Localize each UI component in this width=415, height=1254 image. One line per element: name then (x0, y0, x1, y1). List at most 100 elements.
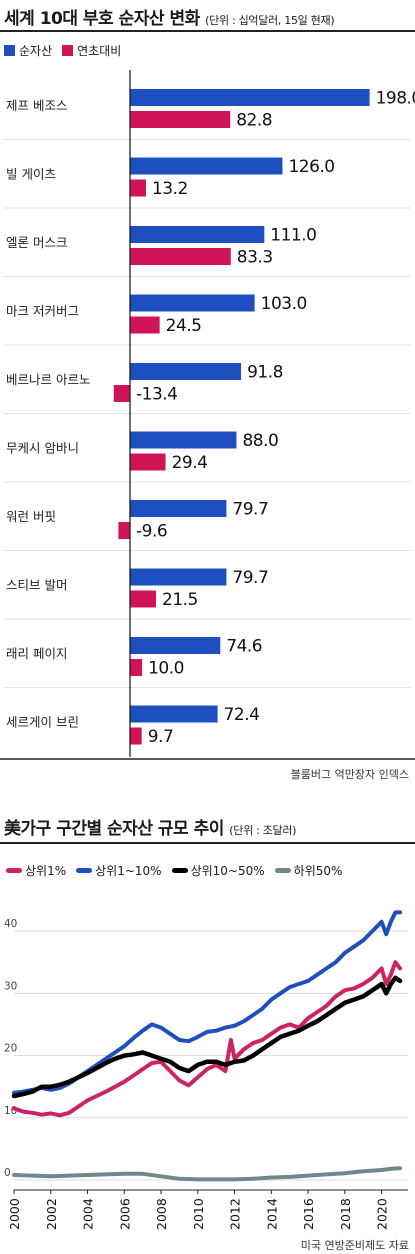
chart1-title: 세계 10대 부호 순자산 변화 (단위 : 십억달러, 15일 현재) (4, 4, 335, 29)
ytd-change-value-label: 10.0 (148, 659, 184, 679)
legend-label-top1-10: 상위1~10% (95, 864, 162, 878)
ytd-change-value-label: 21.5 (162, 590, 198, 610)
net-worth-value-label: 79.7 (232, 500, 268, 520)
chart2-title-text: 美가구 구간별 순자산 규모 추이 (4, 819, 224, 839)
chart1-source: 블룸버그 억만장자 인덱스 (290, 768, 409, 781)
category-label: 제프 베조스 (6, 98, 67, 113)
chart1-legend: 순자산 연초대비 (4, 42, 131, 59)
ytd-change-bar (130, 179, 146, 197)
legend-label-top1: 상위1% (25, 864, 67, 878)
category-label: 래리 페이지 (6, 646, 67, 661)
legend-item-ytd: 연초대비 (62, 42, 121, 59)
ytd-change-bar (130, 659, 143, 676)
ytd-change-bar (130, 248, 231, 265)
legend-label-bottom50: 하위50% (293, 864, 343, 878)
y-tick-label: 20 (4, 1043, 17, 1055)
legend-item-top1-10: 상위1~10% (76, 862, 162, 879)
ytd-change-bar (113, 385, 130, 402)
top1-line (12, 960, 402, 1118)
net-worth-value-label: 103.0 (261, 294, 307, 314)
chart2-title: 美가구 구간별 순자산 규모 추이 (단위 : 조달러) (4, 814, 296, 839)
legend-item-net-worth: 순자산 (4, 42, 52, 59)
net-worth-bar (130, 637, 221, 654)
legend-swatch-ytd (62, 45, 74, 56)
legend-label-net-worth: 순자산 (19, 44, 53, 58)
ytd-change-bar (130, 590, 157, 608)
ytd-change-bar (130, 453, 166, 471)
ytd-change-bar (130, 316, 160, 334)
net-worth-bar (130, 226, 265, 243)
category-label: 빌 게이츠 (6, 167, 56, 182)
x-tick-label: 2006 (117, 1198, 132, 1230)
legend-line-top1 (6, 868, 22, 873)
net-worth-bar (130, 431, 237, 449)
ytd-change-value-label: 9.7 (148, 727, 174, 747)
category-label: 베르나르 아르노 (6, 372, 90, 387)
x-tick-label: 2000 (7, 1198, 22, 1230)
ytd-change-value-label: 13.2 (152, 179, 188, 199)
net-worth-value-label: 198.0 (376, 89, 415, 109)
net-worth-value-label: 126.0 (288, 157, 334, 177)
net-worth-bar (130, 500, 227, 517)
x-tick-label: 2020 (375, 1198, 390, 1230)
chart2-legend: 상위1% 상위1~10% 상위10~50% 하위50% (6, 862, 342, 879)
chart1-title-text: 세계 10대 부호 순자산 변화 (4, 9, 200, 29)
category-label: 마크 저커버그 (6, 304, 79, 319)
legend-label-ytd: 연초대비 (77, 44, 122, 58)
x-tick-label: 2008 (154, 1198, 169, 1230)
legend-item-top1: 상위1% (6, 862, 66, 879)
legend-label-top10-50: 상위10~50% (190, 864, 265, 878)
ytd-change-value-label: 82.8 (236, 111, 272, 131)
legend-line-top10-50 (171, 868, 188, 873)
net-worth-bar (130, 363, 242, 380)
ytd-change-value-label: 24.5 (166, 316, 202, 336)
x-tick-label: 2012 (228, 1198, 243, 1230)
x-tick-label: 2018 (338, 1198, 353, 1230)
net-worth-bar (130, 89, 370, 106)
chart2-source: 미국 연방준비제도 자료 (300, 1239, 409, 1252)
net-worth-bar (130, 294, 255, 312)
net-worth-bar (130, 705, 218, 723)
chart2-unit-note: (단위 : 조달러) (229, 824, 297, 837)
category-label: 세르게이 브린 (6, 715, 79, 730)
category-label: 스티브 발머 (6, 578, 67, 593)
ytd-change-value-label: 83.3 (237, 248, 273, 268)
chart2-top-rule (0, 842, 415, 844)
net-worth-bar (130, 157, 283, 175)
x-tick-label: 2002 (44, 1198, 59, 1230)
net-worth-value-label: 91.8 (247, 363, 283, 383)
x-tick-label: 2004 (81, 1198, 96, 1230)
net-worth-value-label: 111.0 (270, 226, 316, 246)
legend-line-bottom50 (274, 868, 291, 873)
y-tick-label: 30 (4, 980, 17, 992)
net-worth-bar (130, 568, 227, 586)
legend-item-bottom50: 하위50% (274, 862, 343, 879)
ytd-change-bar (130, 111, 231, 128)
net-worth-value-label: 72.4 (224, 705, 260, 725)
net-worth-value-label: 74.6 (226, 637, 262, 657)
billionaires-bar-chart: 제프 베조스 198.0 82.8 빌 게이츠 126.0 13.2 엘론 머스크 111.0… (0, 70, 415, 760)
x-tick-label: 2016 (301, 1198, 316, 1230)
ytd-change-bar (118, 522, 130, 539)
legend-line-top1-10 (76, 868, 93, 873)
legend-item-top10-50: 상위10~50% (171, 862, 265, 879)
bottom50-line (12, 1166, 402, 1182)
net-worth-value-label: 79.7 (232, 568, 268, 588)
net-worth-value-label: 88.0 (242, 431, 278, 451)
top10-50-line (11, 975, 403, 1099)
legend-swatch-net-worth (4, 45, 15, 56)
y-tick-label: 40 (4, 918, 17, 930)
ytd-change-value-label: 29.4 (172, 453, 208, 473)
x-tick-label: 2010 (191, 1198, 206, 1230)
category-label: 엘론 머스크 (6, 235, 67, 250)
category-label: 워런 버핏 (6, 509, 56, 524)
ytd-change-value-label: -13.4 (136, 385, 178, 405)
chart1-top-rule (0, 30, 415, 32)
ytd-change-bar (130, 727, 142, 745)
x-tick-label: 2014 (264, 1198, 279, 1230)
chart1-unit-note: (단위 : 십억달러, 15일 현재) (205, 14, 335, 27)
category-label: 무케시 암바니 (6, 441, 79, 456)
y-tick-label: 0 (4, 1167, 11, 1179)
ytd-change-value-label: -9.6 (136, 522, 167, 542)
